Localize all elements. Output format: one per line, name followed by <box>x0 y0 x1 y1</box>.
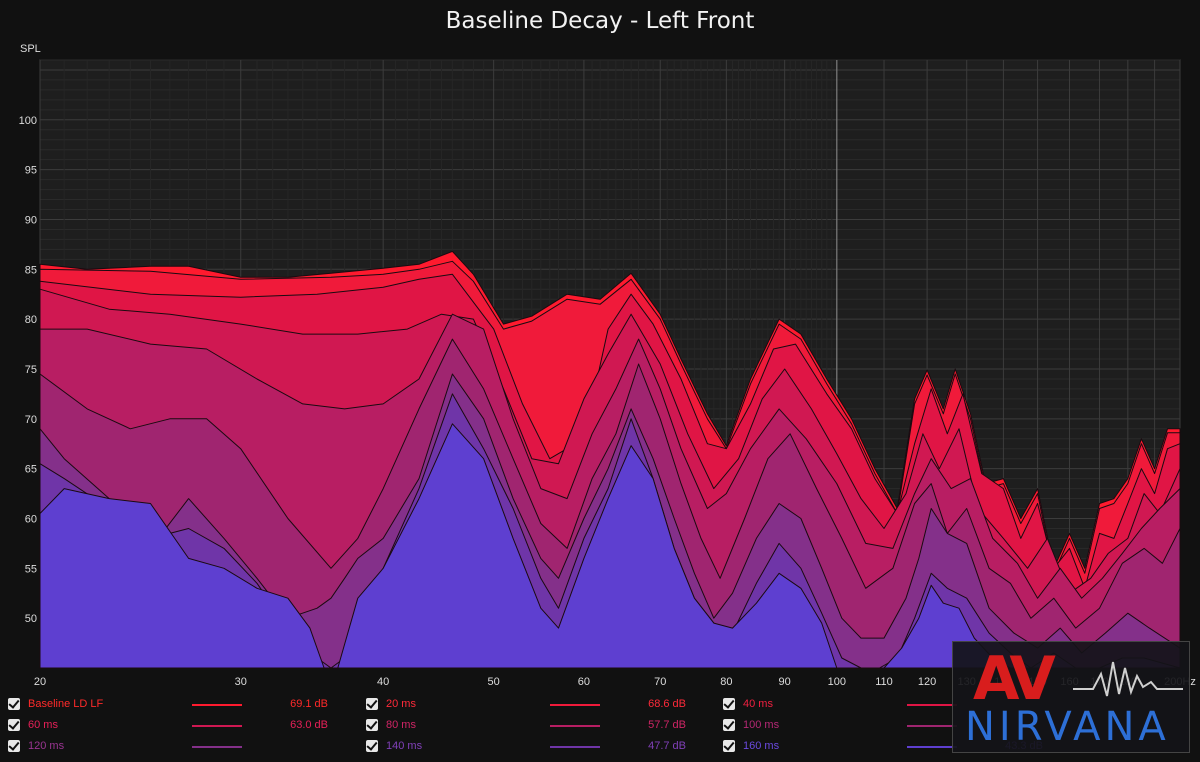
x-tick-label: 40 <box>377 676 389 688</box>
legend-series-name: 20 ms <box>386 698 416 710</box>
legend-checkbox[interactable] <box>723 719 735 731</box>
y-tick-label: 95 <box>25 165 37 177</box>
y-tick-label: 90 <box>25 214 37 226</box>
x-tick-label: 90 <box>779 676 791 688</box>
legend-checkbox[interactable] <box>366 698 378 710</box>
y-tick-label: 60 <box>25 513 37 525</box>
legend-item[interactable]: 80 ms 57.7 dB <box>366 717 716 737</box>
legend-item[interactable]: Baseline LD LF 69.1 dB <box>8 696 358 716</box>
legend-color-swatch <box>192 746 242 748</box>
legend-item[interactable]: 140 ms 47.7 dB <box>366 738 716 758</box>
x-tick-label: 100 <box>828 676 846 688</box>
legend-series-name: 60 ms <box>28 719 58 731</box>
y-tick-label: 70 <box>25 414 37 426</box>
legend-checkbox[interactable] <box>8 740 20 752</box>
legend-value: 57.7 dB <box>648 719 686 731</box>
logo-av-text: AV <box>973 644 1056 714</box>
legend-color-swatch <box>550 704 600 706</box>
legend-color-swatch <box>907 704 957 706</box>
legend-checkbox[interactable] <box>723 740 735 752</box>
y-tick-label: 55 <box>25 563 37 575</box>
x-tick-label: 80 <box>720 676 732 688</box>
legend-item[interactable]: 20 ms 68.6 dB <box>366 696 716 716</box>
y-tick-label: 85 <box>25 264 37 276</box>
legend-value: 69.1 dB <box>290 698 328 710</box>
legend-item[interactable]: 40 ms <box>723 696 1073 716</box>
legend-series-name: 100 ms <box>743 719 780 731</box>
y-tick-label: 75 <box>25 364 37 376</box>
y-tick-label: 80 <box>25 314 37 326</box>
legend-item[interactable]: 120 ms <box>8 738 358 758</box>
legend-color-swatch <box>550 746 600 748</box>
legend-value: 68.6 dB <box>648 698 686 710</box>
legend-series-name: 120 ms <box>28 740 65 752</box>
legend-series-name: 160 ms <box>743 740 780 752</box>
y-tick-labels: 50 55 60 65 70 75 80 85 90 95 100 <box>19 115 37 625</box>
legend-item[interactable]: 100 ms <box>723 717 1073 737</box>
legend-color-swatch <box>192 725 242 727</box>
chart-title: Baseline Decay - Left Front <box>445 8 755 34</box>
decay-chart: 50 55 60 65 70 75 80 85 90 95 100 20 30 40 50 60 70 80 90… <box>19 59 1196 688</box>
legend-checkbox[interactable] <box>8 719 20 731</box>
x-tick-label: 30 <box>235 676 247 688</box>
legend-color-swatch <box>907 746 957 748</box>
legend-item[interactable]: 60 ms 63.0 dB <box>8 717 358 737</box>
legend-series-name: 80 ms <box>386 719 416 731</box>
legend-color-swatch <box>192 704 242 706</box>
x-tick-label: 50 <box>488 676 500 688</box>
x-tick-label: 70 <box>654 676 666 688</box>
av-nirvana-logo: AV NIRVANA <box>952 641 1190 753</box>
legend-color-swatch <box>907 725 957 727</box>
legend-series-name: 40 ms <box>743 698 773 710</box>
legend-color-swatch <box>550 725 600 727</box>
legend-checkbox[interactable] <box>8 698 20 710</box>
x-tick-label: 110 <box>875 676 893 688</box>
x-tick-label: 120 <box>918 676 936 688</box>
legend-checkbox[interactable] <box>366 719 378 731</box>
y-tick-label: 65 <box>25 464 37 476</box>
logo-nirvana-text: NIRVANA <box>965 704 1170 750</box>
y-tick-label: 50 <box>25 613 37 625</box>
decay-series-areas <box>39 250 1181 669</box>
x-tick-label: 20 <box>34 676 46 688</box>
legend-value: 63.0 dB <box>290 719 328 731</box>
legend-value: 47.7 dB <box>648 740 686 752</box>
y-tick-label: 100 <box>19 115 37 127</box>
legend-checkbox[interactable] <box>366 740 378 752</box>
legend-checkbox[interactable] <box>723 698 735 710</box>
x-tick-label: 60 <box>578 676 590 688</box>
waveform-icon <box>1073 661 1183 697</box>
legend-series-name: 140 ms <box>386 740 423 752</box>
legend-series-name: Baseline LD LF <box>28 698 104 710</box>
y-axis-label: SPL <box>20 43 41 55</box>
